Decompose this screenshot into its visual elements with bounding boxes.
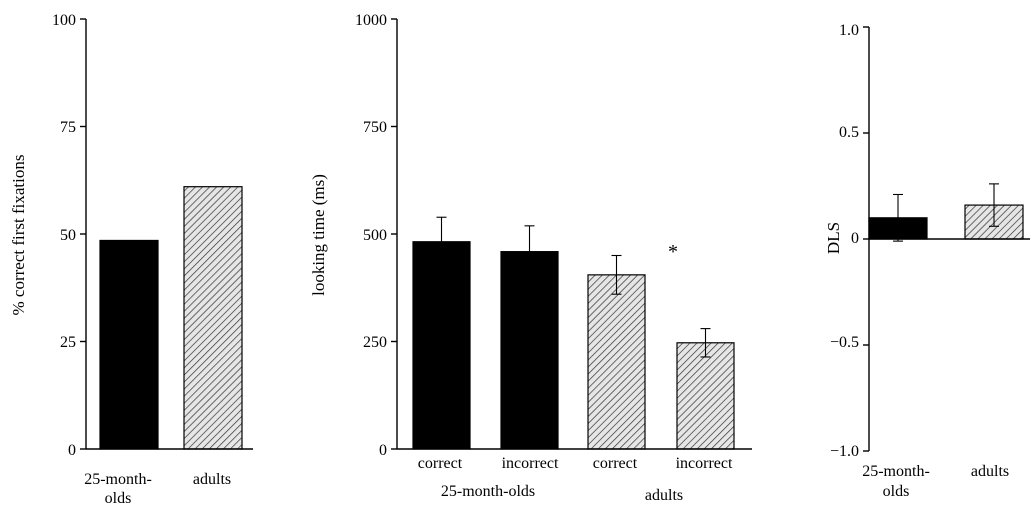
panel-correct-first-fixations: % correct first fixations 0 25 50 75 100…: [9, 12, 253, 507]
panel1-bar-0: [99, 239, 159, 450]
panel3-ytick-1.0: 1.0: [839, 22, 859, 39]
panel2-ylabel: looking time (ms): [309, 174, 328, 296]
panel2-ytick-250: 250: [363, 334, 387, 351]
panel3-ytick-neg1.0: −1.0: [830, 443, 859, 460]
panel1-bar-1: [183, 186, 243, 450]
significance-asterisk: *: [668, 241, 678, 263]
panel2-ytick-750: 750: [363, 119, 387, 136]
panel1-ytick-0: 0: [68, 442, 76, 459]
panel1-cat-0-line1: 25-month-: [84, 471, 152, 488]
panel2-cat-1: incorrect: [502, 455, 559, 472]
panel3-ytick-0: 0: [851, 230, 859, 247]
panel-looking-time: looking time (ms) 0 250 500 750 1000 cor…: [309, 12, 752, 504]
panel3-ylabel: DLS: [824, 222, 843, 254]
panel1-ytick-25: 25: [60, 334, 76, 351]
panel1-ytick-50: 50: [60, 227, 76, 244]
panel2-bar-2: [587, 274, 646, 450]
panel2-cat-2: correct: [593, 455, 638, 472]
panel2-ytick-0: 0: [379, 442, 387, 459]
panel3-cat-0-line2: olds: [883, 483, 910, 500]
panel1-cat-0-line2: olds: [105, 490, 132, 507]
panel2-bar-1: [500, 251, 559, 450]
panel3-cat-1: adults: [971, 463, 1009, 480]
panel3-cat-0-line1: 25-month-: [862, 463, 930, 480]
panel3-ytick-neg0.5: −0.5: [830, 334, 859, 351]
panel1-ylabel: % correct first fixations: [9, 155, 28, 316]
panel3-ytick-0.5: 0.5: [839, 124, 859, 141]
panel2-ytick-1000: 1000: [355, 12, 387, 29]
panel1-cat-1: adults: [193, 471, 231, 488]
panel2-group-1: adults: [645, 487, 683, 504]
panel-dls: DLS 1.0 0.5 0 −0.5 −1.0 25-month- olds a…: [824, 22, 1030, 500]
panel2-ytick-500: 500: [363, 227, 387, 244]
panel2-cat-3: incorrect: [676, 455, 733, 472]
panel2-bar-0: [412, 241, 471, 450]
panel2-group-0: 25-month-olds: [441, 483, 535, 500]
panel2-bar-3: [676, 342, 735, 450]
panel2-cat-0: correct: [418, 455, 463, 472]
panel1-ytick-75: 75: [60, 119, 76, 136]
panel1-ytick-100: 100: [52, 12, 76, 29]
